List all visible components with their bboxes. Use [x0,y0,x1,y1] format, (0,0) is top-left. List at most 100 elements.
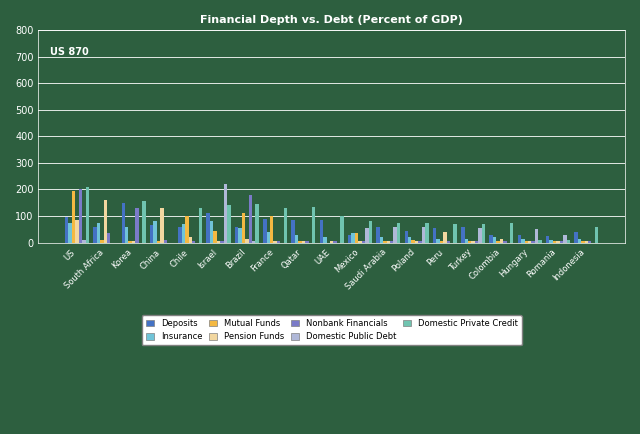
Bar [408,237,412,243]
Bar [546,236,549,243]
Bar [380,237,383,243]
Bar [298,241,301,243]
Bar [295,235,298,243]
Bar [72,191,76,243]
Bar [440,241,443,243]
Bar [65,217,68,243]
Bar [189,237,192,243]
Bar [538,240,541,243]
Bar [220,241,223,243]
Bar [270,216,273,243]
Bar [472,241,475,243]
Text: US 870: US 870 [50,47,89,57]
Bar [210,221,213,243]
Bar [390,241,394,243]
Bar [436,239,440,243]
Bar [563,235,566,243]
Bar [252,241,255,243]
Bar [493,237,496,243]
Bar [503,241,507,243]
Bar [227,205,230,243]
Bar [192,241,195,243]
Bar [245,239,248,243]
Bar [581,241,584,243]
Bar [312,207,316,243]
Bar [248,195,252,243]
Bar [588,241,591,243]
Bar [277,241,280,243]
Bar [510,223,513,243]
Legend: Deposits, Insurance, Mutual Funds, Pension Funds, Nonbank Financials, Domestic P: Deposits, Insurance, Mutual Funds, Pensi… [141,315,522,345]
Bar [584,241,588,243]
Bar [340,216,344,243]
Bar [207,214,210,243]
Bar [425,223,429,243]
Bar [223,184,227,243]
Bar [323,237,326,243]
Bar [129,241,132,243]
Bar [301,241,305,243]
Bar [465,239,468,243]
Bar [553,241,556,243]
Bar [566,240,570,243]
Bar [93,227,97,243]
Bar [330,241,333,243]
Bar [531,241,535,243]
Bar [496,241,500,243]
Bar [535,230,538,243]
Bar [154,221,157,243]
Bar [574,232,578,243]
Title: Financial Depth vs. Debt (Percent of GDP): Financial Depth vs. Debt (Percent of GDP… [200,15,463,25]
Bar [217,241,220,243]
Bar [242,214,245,243]
Bar [135,208,139,243]
Bar [475,241,478,243]
Bar [142,201,146,243]
Bar [549,240,553,243]
Bar [86,187,89,243]
Bar [76,220,79,243]
Bar [182,224,185,243]
Bar [397,223,400,243]
Bar [348,235,351,243]
Bar [238,228,242,243]
Bar [383,241,387,243]
Bar [528,241,531,243]
Bar [97,223,100,243]
Bar [443,232,447,243]
Bar [394,227,397,243]
Bar [433,228,436,243]
Bar [199,208,202,243]
Bar [79,190,82,243]
Bar [490,235,493,243]
Bar [556,241,560,243]
Bar [333,241,337,243]
Bar [107,233,111,243]
Bar [185,216,189,243]
Bar [82,240,86,243]
Bar [500,239,503,243]
Bar [351,233,355,243]
Bar [387,241,390,243]
Bar [415,241,419,243]
Bar [478,228,482,243]
Bar [412,240,415,243]
Bar [104,200,107,243]
Bar [578,239,581,243]
Bar [319,220,323,243]
Bar [404,231,408,243]
Bar [376,227,380,243]
Bar [213,231,217,243]
Bar [164,240,167,243]
Bar [305,241,308,243]
Bar [255,204,259,243]
Bar [560,241,563,243]
Bar [150,225,154,243]
Bar [521,239,525,243]
Bar [157,241,160,243]
Bar [68,223,72,243]
Bar [122,203,125,243]
Bar [518,235,521,243]
Bar [358,241,362,243]
Bar [284,208,287,243]
